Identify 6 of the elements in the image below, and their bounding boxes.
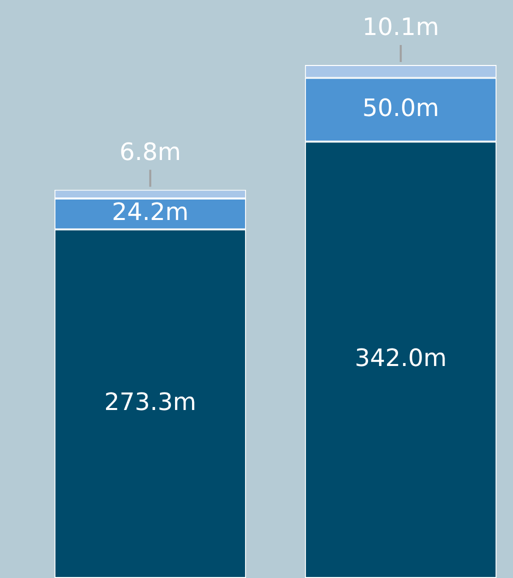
data-label: 10.1m bbox=[362, 13, 440, 42]
data-label: 342.0m bbox=[354, 344, 447, 372]
data-label: 50.0m bbox=[362, 94, 440, 122]
data-label: 6.8m bbox=[119, 138, 182, 166]
data-label: 24.2m bbox=[112, 198, 189, 226]
data-label: 273.3m bbox=[104, 388, 196, 416]
